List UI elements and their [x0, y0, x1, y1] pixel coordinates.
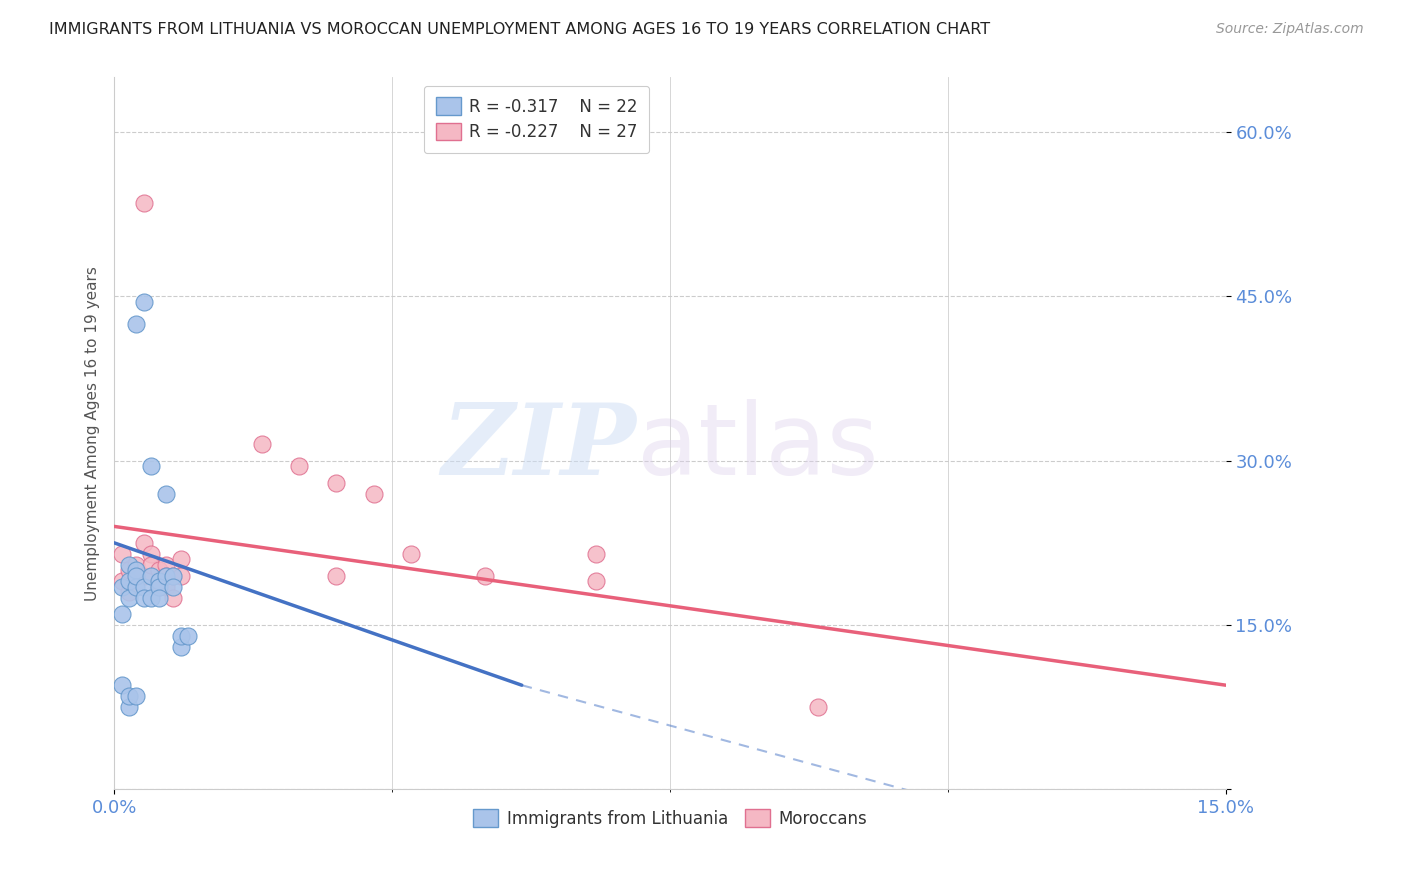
Point — [132, 591, 155, 605]
Point — [155, 568, 177, 582]
Point — [141, 547, 163, 561]
Point — [141, 558, 163, 572]
Point — [288, 459, 311, 474]
Point — [118, 591, 141, 605]
Point — [141, 568, 163, 582]
Point — [325, 475, 347, 490]
Point — [125, 568, 148, 582]
Point — [125, 689, 148, 703]
Point — [118, 700, 141, 714]
Point — [110, 607, 132, 621]
Point — [118, 574, 141, 589]
Point — [125, 568, 148, 582]
Point — [155, 558, 177, 572]
Point — [132, 536, 155, 550]
Point — [132, 580, 155, 594]
Point — [110, 678, 132, 692]
Legend: Immigrants from Lithuania, Moroccans: Immigrants from Lithuania, Moroccans — [467, 803, 873, 834]
Point — [162, 591, 184, 605]
Point — [148, 580, 170, 594]
Text: ZIP: ZIP — [441, 400, 637, 496]
Point — [363, 486, 385, 500]
Point — [155, 486, 177, 500]
Point — [125, 317, 148, 331]
Point — [170, 629, 193, 643]
Point — [125, 580, 148, 594]
Point — [170, 552, 193, 566]
Point — [118, 563, 141, 577]
Point — [110, 574, 132, 589]
Point — [148, 574, 170, 589]
Point — [162, 580, 184, 594]
Point — [118, 689, 141, 703]
Point — [125, 558, 148, 572]
Text: IMMIGRANTS FROM LITHUANIA VS MOROCCAN UNEMPLOYMENT AMONG AGES 16 TO 19 YEARS COR: IMMIGRANTS FROM LITHUANIA VS MOROCCAN UN… — [49, 22, 990, 37]
Point — [132, 196, 155, 211]
Point — [170, 640, 193, 654]
Point — [170, 568, 193, 582]
Point — [132, 294, 155, 309]
Point — [585, 547, 607, 561]
Point — [162, 568, 184, 582]
Point — [141, 591, 163, 605]
Point — [177, 629, 200, 643]
Point — [252, 437, 274, 451]
Point — [155, 568, 177, 582]
Point — [118, 558, 141, 572]
Point — [110, 547, 132, 561]
Point — [399, 547, 422, 561]
Text: atlas: atlas — [637, 399, 879, 496]
Point — [155, 580, 177, 594]
Point — [474, 568, 496, 582]
Point — [162, 568, 184, 582]
Point — [110, 580, 132, 594]
Y-axis label: Unemployment Among Ages 16 to 19 years: Unemployment Among Ages 16 to 19 years — [86, 266, 100, 601]
Point — [132, 568, 155, 582]
Point — [141, 459, 163, 474]
Point — [118, 585, 141, 599]
Point — [125, 563, 148, 577]
Point — [807, 700, 830, 714]
Point — [325, 568, 347, 582]
Point — [148, 563, 170, 577]
Point — [585, 574, 607, 589]
Point — [148, 580, 170, 594]
Point — [148, 591, 170, 605]
Text: Source: ZipAtlas.com: Source: ZipAtlas.com — [1216, 22, 1364, 37]
